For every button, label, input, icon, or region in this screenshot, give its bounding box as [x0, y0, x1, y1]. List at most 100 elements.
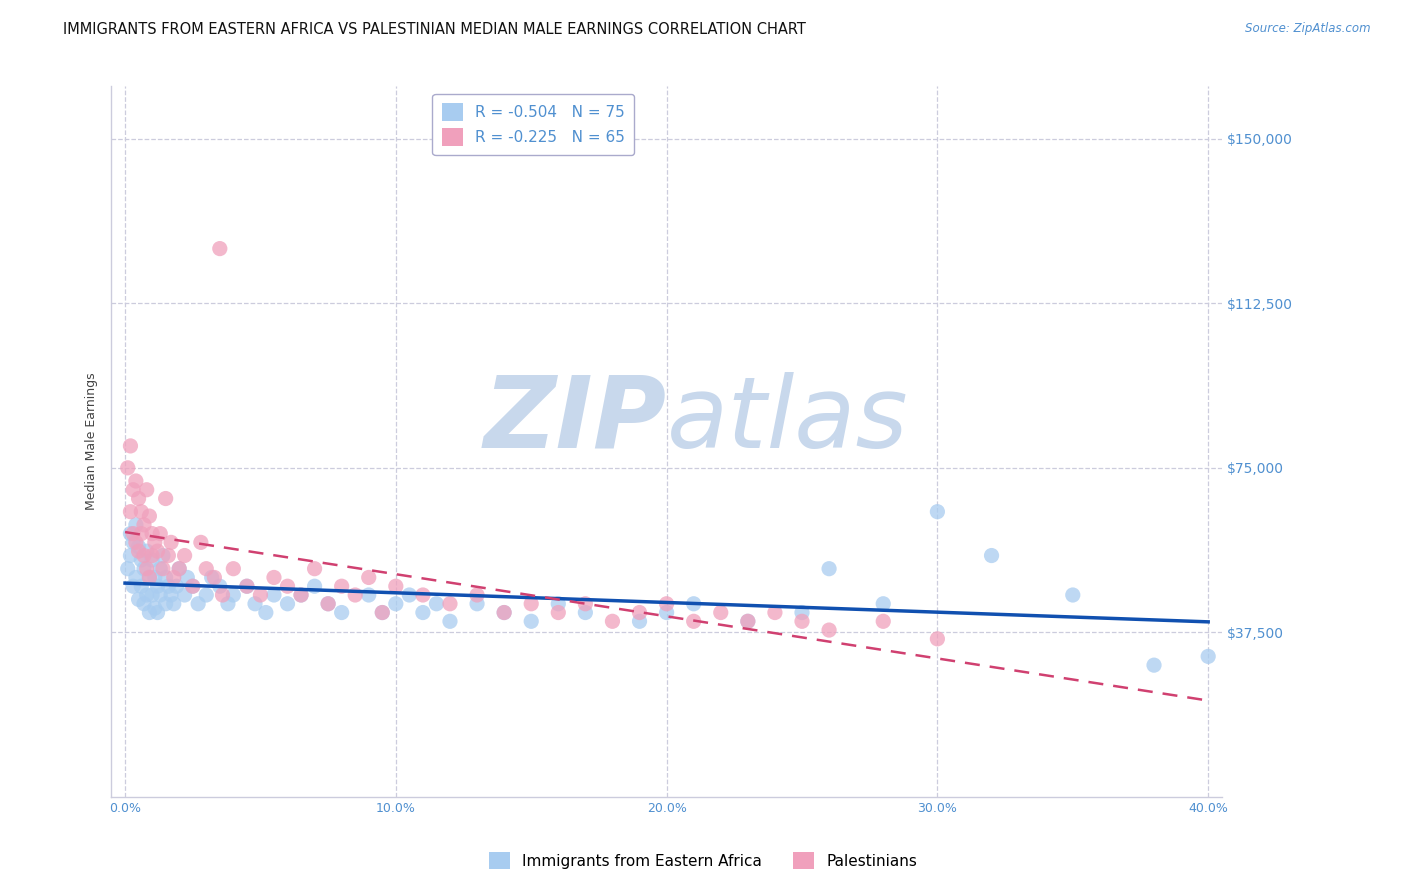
Point — [146, 579, 169, 593]
Point — [120, 549, 142, 563]
Point — [132, 517, 155, 532]
Point — [163, 597, 186, 611]
Point — [143, 601, 166, 615]
Point — [132, 549, 155, 563]
Point — [682, 615, 704, 629]
Point — [141, 526, 163, 541]
Point — [790, 615, 813, 629]
Point — [547, 606, 569, 620]
Point — [217, 597, 239, 611]
Point — [135, 483, 157, 497]
Point — [135, 544, 157, 558]
Point — [398, 588, 420, 602]
Point — [173, 588, 195, 602]
Point — [357, 570, 380, 584]
Point — [927, 505, 949, 519]
Point — [132, 562, 155, 576]
Point — [129, 505, 152, 519]
Point — [138, 606, 160, 620]
Point — [254, 606, 277, 620]
Point — [167, 562, 190, 576]
Point — [243, 597, 266, 611]
Point — [129, 553, 152, 567]
Point — [574, 606, 596, 620]
Y-axis label: Median Male Earnings: Median Male Earnings — [86, 373, 98, 510]
Point — [520, 615, 543, 629]
Point — [357, 588, 380, 602]
Point — [682, 597, 704, 611]
Point — [152, 549, 174, 563]
Point — [125, 570, 148, 584]
Point — [655, 606, 678, 620]
Point — [236, 579, 259, 593]
Legend: Immigrants from Eastern Africa, Palestinians: Immigrants from Eastern Africa, Palestin… — [482, 846, 924, 875]
Point — [163, 570, 186, 584]
Point — [122, 535, 145, 549]
Point — [330, 579, 353, 593]
Point — [122, 579, 145, 593]
Point — [465, 597, 488, 611]
Point — [149, 562, 172, 576]
Point — [439, 615, 461, 629]
Point — [157, 549, 180, 563]
Point — [135, 588, 157, 602]
Point — [181, 579, 204, 593]
Point — [202, 570, 225, 584]
Point — [439, 597, 461, 611]
Point — [141, 549, 163, 563]
Point — [122, 526, 145, 541]
Point — [195, 562, 218, 576]
Point — [371, 606, 394, 620]
Point — [146, 544, 169, 558]
Point — [138, 570, 160, 584]
Point — [412, 588, 434, 602]
Point — [120, 439, 142, 453]
Text: atlas: atlas — [666, 372, 908, 468]
Point — [138, 509, 160, 524]
Point — [132, 597, 155, 611]
Point — [263, 588, 285, 602]
Point — [176, 570, 198, 584]
Point — [143, 535, 166, 549]
Point — [737, 615, 759, 629]
Point — [304, 579, 326, 593]
Point — [290, 588, 312, 602]
Point — [120, 505, 142, 519]
Point — [141, 588, 163, 602]
Point — [128, 540, 150, 554]
Point — [211, 588, 233, 602]
Point — [1197, 649, 1219, 664]
Point — [166, 579, 188, 593]
Point — [117, 562, 139, 576]
Point — [129, 526, 152, 541]
Point — [181, 579, 204, 593]
Point — [157, 579, 180, 593]
Point — [222, 562, 245, 576]
Point — [117, 460, 139, 475]
Point — [304, 562, 326, 576]
Point — [128, 592, 150, 607]
Point — [602, 615, 624, 629]
Point — [330, 606, 353, 620]
Point — [494, 606, 516, 620]
Point — [1062, 588, 1084, 602]
Point — [316, 597, 339, 611]
Point — [494, 606, 516, 620]
Point — [155, 570, 177, 584]
Point — [125, 474, 148, 488]
Point — [316, 597, 339, 611]
Point — [276, 597, 298, 611]
Point — [655, 597, 678, 611]
Point — [927, 632, 949, 646]
Point — [138, 570, 160, 584]
Point — [187, 597, 209, 611]
Point — [710, 606, 733, 620]
Point — [125, 517, 148, 532]
Point — [160, 535, 183, 549]
Point — [195, 588, 218, 602]
Point — [790, 606, 813, 620]
Point — [385, 597, 408, 611]
Point — [574, 597, 596, 611]
Point — [155, 597, 177, 611]
Point — [173, 549, 195, 563]
